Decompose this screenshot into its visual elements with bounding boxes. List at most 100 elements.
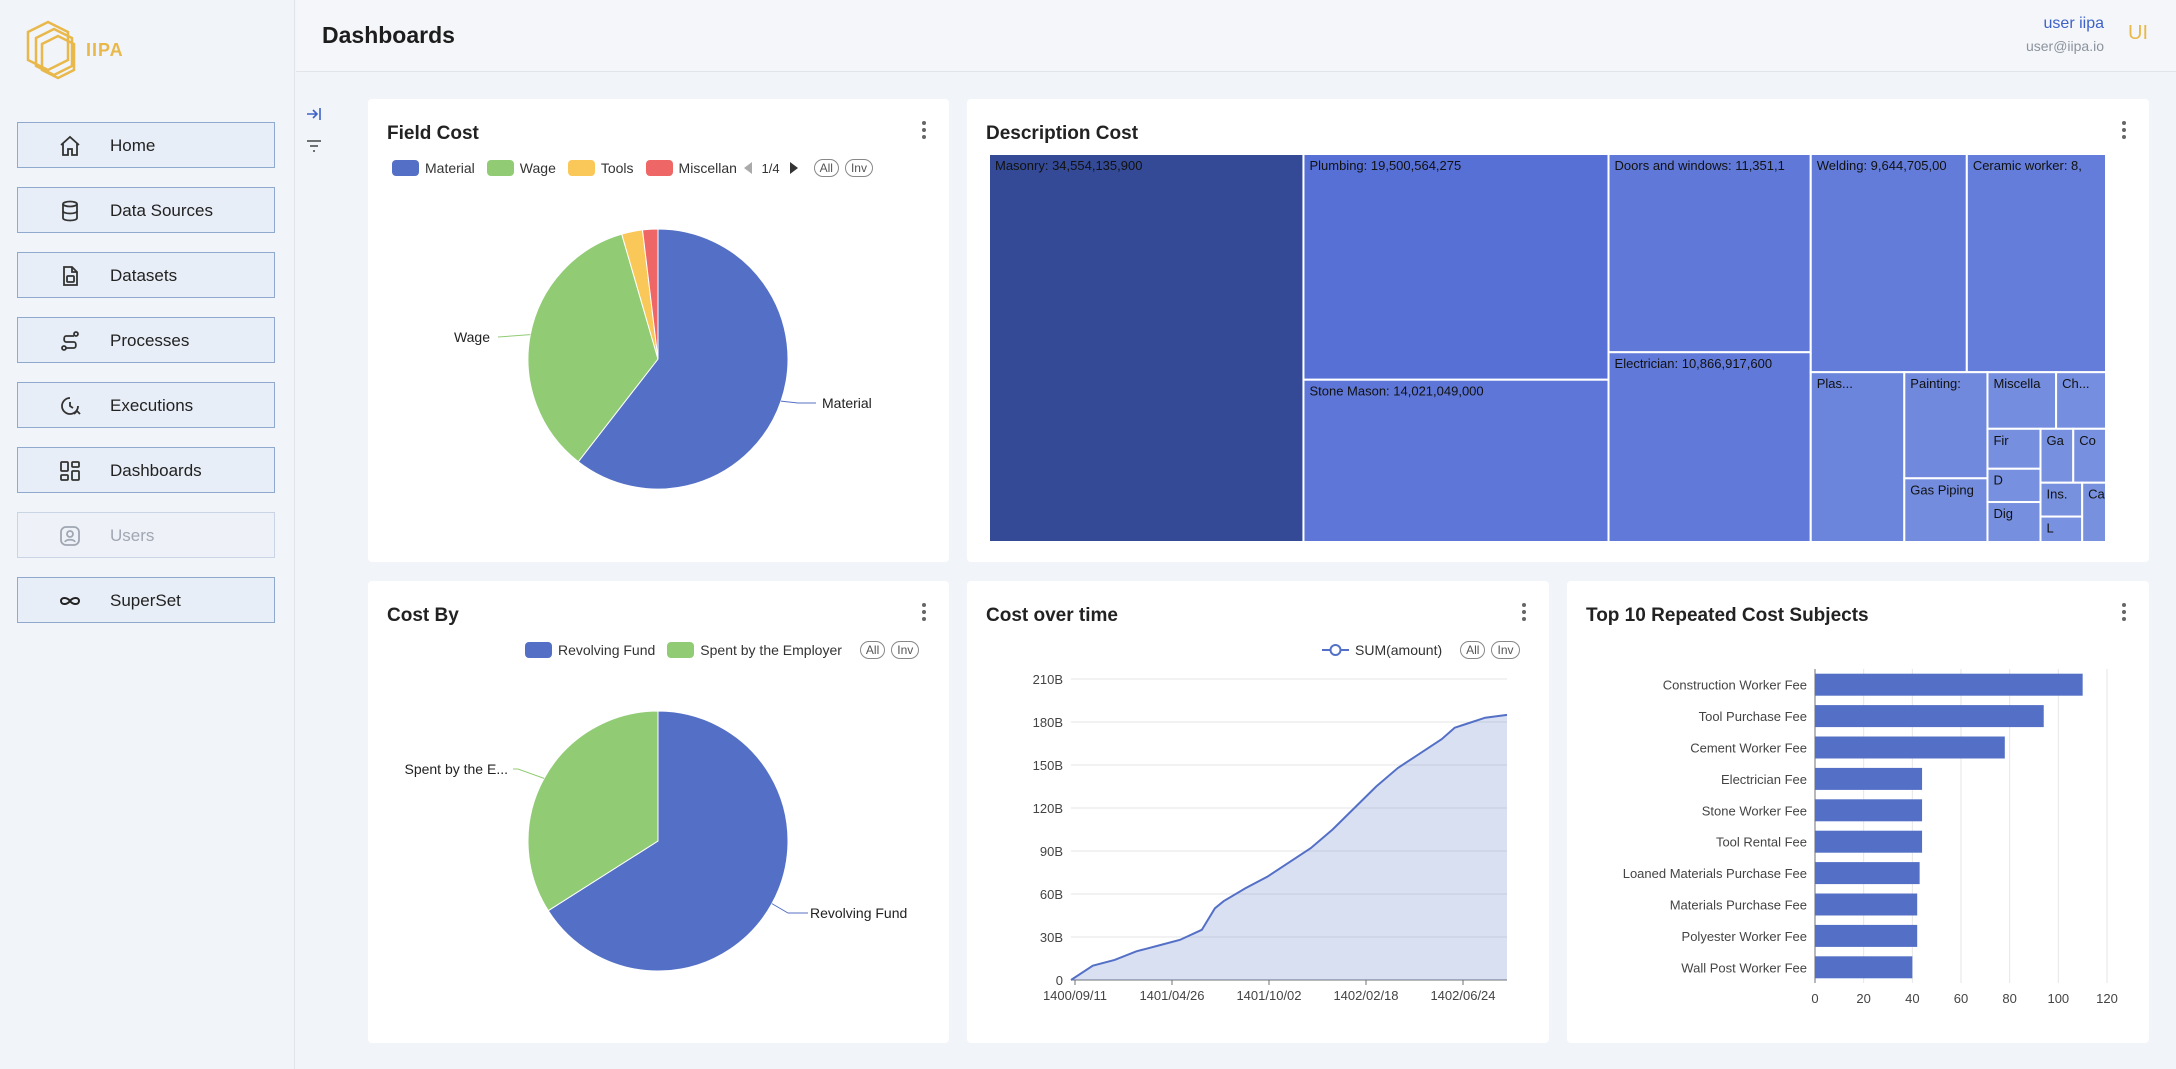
legend-inv-button[interactable]: Inv [1491, 641, 1520, 659]
bar-loaned-materials-purchase-fee[interactable] [1815, 862, 1920, 885]
treemap-cell[interactable] [2081, 481, 2108, 543]
pie-slice-wage[interactable] [527, 233, 659, 463]
series-line-sum-amount[interactable] [1070, 713, 1508, 981]
treemap-cell[interactable] [988, 153, 1305, 543]
more-menu-icon[interactable] [921, 603, 927, 625]
legend-item-sum-amount[interactable]: SUM(amount) [1322, 642, 1442, 658]
bar-stone-worker-fee[interactable] [1815, 799, 1923, 822]
treemap-cell[interactable] [1607, 351, 1812, 543]
legend-all-button[interactable]: All [859, 641, 886, 659]
treemap-cell[interactable] [1302, 378, 1610, 544]
y-tick-label: 120B [1033, 801, 1063, 816]
sidebar-item-data-sources[interactable]: Data Sources [17, 187, 275, 233]
more-menu-icon[interactable] [921, 121, 927, 143]
treemap-cell[interactable] [1302, 153, 1610, 381]
bar-polyester-worker-fee[interactable] [1815, 924, 1918, 947]
dashboard-icon [60, 461, 80, 481]
treemap-cell[interactable] [1903, 477, 1989, 543]
bar-cement-worker-fee[interactable] [1815, 736, 2005, 759]
sidebar-item-label: Processes [110, 331, 190, 350]
expand-icon[interactable] [304, 104, 324, 124]
sidebar-item-home[interactable]: Home [17, 122, 275, 168]
user-icon [60, 526, 80, 546]
y-tick-label: 180B [1033, 715, 1063, 730]
more-menu-icon[interactable] [2121, 121, 2127, 143]
treemap-cell[interactable] [1965, 153, 2107, 374]
legend-item-spent-by-employer[interactable]: Spent by the Employer [667, 642, 842, 658]
legend-item-miscellaneous[interactable]: Miscellaneous [645, 160, 736, 176]
sidebar-item-label: Dashboards [110, 461, 202, 480]
bar-materials-purchase-fee[interactable] [1815, 893, 1918, 916]
bar-construction-worker-fee[interactable] [1815, 673, 2083, 696]
user-avatar[interactable]: UI [2128, 22, 2148, 44]
bar-tool-rental-fee[interactable] [1815, 830, 1923, 853]
sidebar-item-datasets[interactable]: Datasets [17, 252, 275, 298]
legend-item-wage[interactable]: Wage [486, 160, 556, 176]
sidebar-item-processes[interactable]: Processes [17, 317, 275, 363]
y-tick-label: Construction Worker Fee [1663, 678, 1807, 693]
bar-tool-purchase-fee[interactable] [1815, 705, 2044, 728]
treemap-cell[interactable] [1607, 153, 1812, 354]
legend-inv-button[interactable]: Inv [891, 641, 920, 659]
treemap-cell[interactable] [2039, 427, 2075, 484]
sidebar-item-users[interactable]: Users [17, 512, 275, 558]
user-name[interactable]: user iipa [2043, 15, 2104, 32]
treemap-label: Co [2079, 433, 2096, 448]
treemap-label: Ceramic worker: 8, [1973, 158, 2082, 173]
treemap-cell[interactable] [1809, 153, 1968, 374]
treemap-label: Ga [2047, 433, 2065, 448]
pie-label: Material [822, 395, 872, 411]
legend-all-button[interactable]: All [1460, 641, 1486, 659]
file-icon [63, 266, 78, 286]
treemap-cell[interactable] [2039, 515, 2084, 544]
field-cost-card: Field Cost Material Wage Tools Miscellan… [368, 99, 949, 562]
sidebar-item-dashboards[interactable]: Dashboards [17, 447, 275, 493]
treemap-cell[interactable] [1809, 371, 1906, 544]
bar-wall-post-worker-fee[interactable] [1815, 956, 1913, 979]
treemap-cell[interactable] [1986, 371, 2058, 430]
treemap-label: Electrician: 10,866,917,600 [1615, 356, 1773, 371]
legend-item-revolving-fund[interactable]: Revolving Fund [525, 642, 655, 658]
card-title: Cost over time [986, 605, 1118, 626]
y-tick-label: 150B [1033, 758, 1063, 773]
legend-item-material[interactable]: Material [392, 160, 475, 176]
filter-icon[interactable] [304, 136, 324, 156]
field-cost-pie: Material Wage [454, 228, 872, 490]
logo-icon [26, 20, 76, 80]
x-tick-label: 100 [2047, 991, 2069, 1006]
legend-next-icon[interactable] [788, 160, 800, 176]
x-tick-label: 1400/09/11 [1043, 988, 1107, 1003]
chart-legend: Revolving Fund Spent by the Employer All… [525, 641, 920, 659]
legend-prev-icon[interactable] [742, 160, 754, 176]
sidebar-item-label: Users [110, 526, 155, 545]
y-tick-label: Stone Worker Fee [1702, 803, 1807, 818]
x-tick-label: 1402/02/18 [1333, 988, 1398, 1003]
cost-over-time-card: Cost over time SUM(amount) All Inv 0 30B 6… [967, 581, 1549, 1043]
card-title: Cost By [387, 605, 459, 626]
infinity-icon [59, 597, 81, 605]
x-tick-label: 80 [2002, 991, 2016, 1006]
treemap-label: Painting: [1910, 376, 1961, 391]
legend-inv-button[interactable]: Inv [844, 159, 873, 177]
pie-slice-revolving-fund[interactable] [547, 710, 789, 972]
pie-slice-miscellaneous[interactable] [641, 228, 659, 360]
sidebar-item-superset[interactable]: SuperSet [17, 577, 275, 623]
x-tick-label: 20 [1856, 991, 1870, 1006]
sidebar-item-executions[interactable]: Executions [17, 382, 275, 428]
cost-over-time-area: 0 30B 60B 90B 120B 150B 180B 210B 1400/09/11 1401… [1033, 672, 1508, 1003]
pie-slice-material[interactable] [577, 228, 789, 490]
x-tick-label: 1401/04/26 [1139, 988, 1204, 1003]
sidebar-item-label: Data Sources [110, 201, 213, 220]
more-menu-icon[interactable] [2121, 603, 2127, 625]
bar-electrician-fee[interactable] [1815, 767, 1923, 790]
treemap-label: Plas... [1817, 376, 1853, 391]
legend-all-button[interactable]: All [813, 159, 839, 177]
legend-item-tools[interactable]: Tools [567, 160, 634, 176]
more-menu-icon[interactable] [1521, 603, 1527, 625]
card-title: Description Cost [986, 123, 1139, 144]
app-logo[interactable] [22, 18, 162, 88]
pie-label: Revolving Fund [810, 905, 907, 921]
cost-by-pie: Revolving Fund Spent by the E... [404, 710, 907, 972]
treemap-label: Ca [2088, 487, 2105, 502]
treemap-cell[interactable] [1986, 501, 2042, 544]
